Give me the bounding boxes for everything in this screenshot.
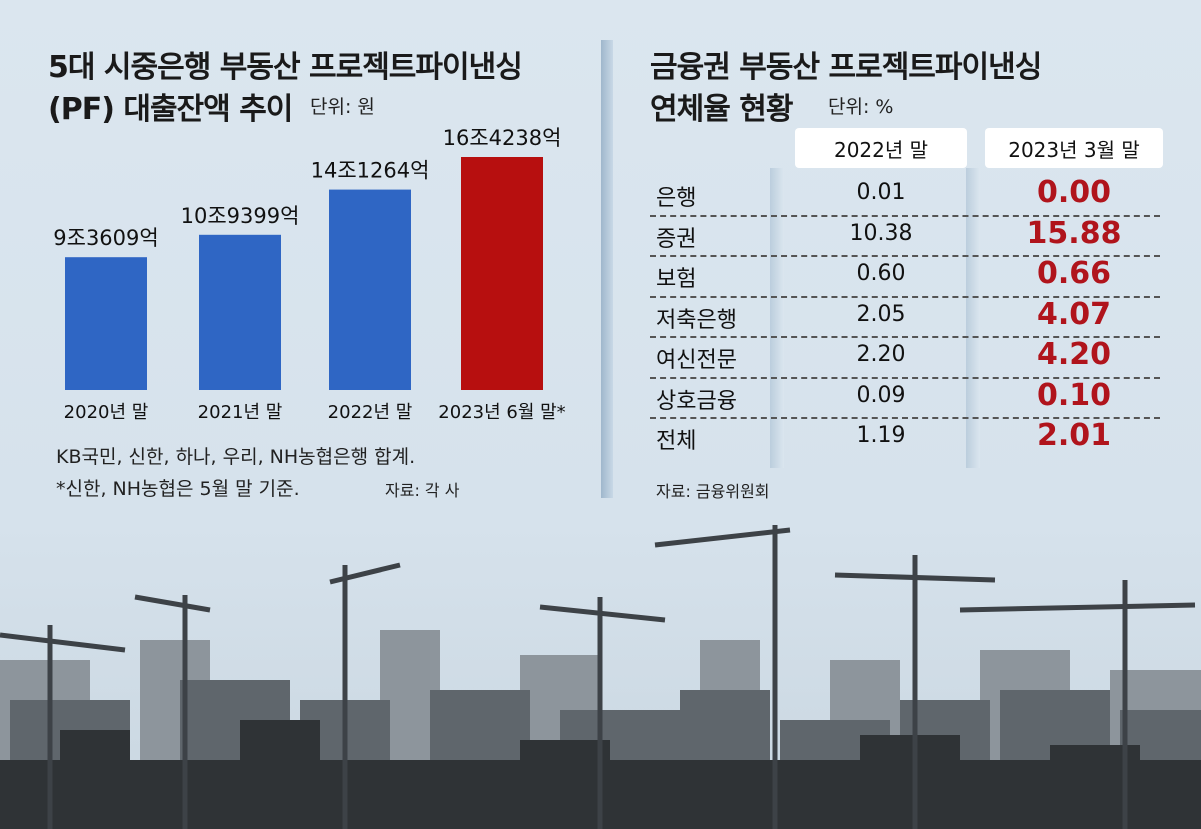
- table-title: 금융권 부동산 프로젝트파이낸싱: [650, 50, 1042, 85]
- row-divider-6: [650, 417, 1160, 419]
- table-title-line2: 연체율 현황: [650, 92, 793, 127]
- category-label-2: 2021년 말: [198, 402, 283, 423]
- category-label-4: 2023년 6월 말*: [438, 402, 565, 423]
- bar-chart-title-line2: (PF) 대출잔액 추이: [48, 92, 293, 127]
- bar-4: [461, 157, 543, 390]
- row-value-2022-2: 10.38: [849, 220, 913, 246]
- row-label-6: 상호금융: [656, 388, 737, 414]
- row-value-2022-1: 0.01: [856, 180, 906, 205]
- bar-3: [329, 189, 411, 390]
- bar-chart-note-2: *신한, NH농협은 5월 말 기준.: [56, 478, 300, 500]
- row-value-2023-4: 4.07: [1036, 296, 1112, 332]
- table-header-2023: 2023년 3월 말: [985, 128, 1163, 168]
- category-label-1: 2020년 말: [64, 402, 149, 423]
- bar-chart-title: 5대 시중은행 부동산 프로젝트파이낸싱: [48, 50, 523, 85]
- row-value-2022-5: 2.20: [856, 342, 906, 367]
- row-value-2022-7: 1.19: [856, 423, 906, 448]
- row-divider-3: [650, 295, 1160, 298]
- bar-value-label-3: 14조1264억: [311, 159, 430, 183]
- row-label-3: 보험: [656, 267, 697, 292]
- row-value-2022-6: 0.09: [856, 382, 906, 408]
- column-shade-1: [770, 168, 784, 468]
- bar-value-label-2: 10조9399억: [181, 204, 300, 228]
- row-label-2: 증권: [656, 226, 697, 252]
- category-label-3: 2022년 말: [328, 402, 413, 423]
- bar-value-label-1: 9조3609억: [53, 226, 158, 250]
- row-divider-2: [650, 255, 1160, 257]
- row-value-2023-3: 0.66: [1036, 256, 1112, 291]
- panel-divider: [601, 40, 613, 498]
- row-divider-1: [650, 214, 1160, 217]
- bar-chart: 9조3609억 2020년 말 10조9399억 2021년 말 14조1264억 202…: [53, 126, 565, 423]
- row-value-2023-6: 0.10: [1036, 377, 1112, 413]
- row-value-2023-5: 4.20: [1036, 337, 1112, 372]
- row-value-2023-2: 15.88: [1026, 215, 1122, 251]
- bar-value-label-4: 16조4238억: [443, 126, 562, 150]
- table-header-2022: 2022년 말: [795, 128, 967, 168]
- row-label-7: 전체: [656, 429, 697, 454]
- table-source: 자료: 금융위원회: [656, 482, 770, 501]
- bar-chart-unit: 단위: 원: [310, 96, 375, 118]
- table-unit: 단위: %: [828, 96, 894, 118]
- row-value-2022-4: 2.05: [856, 301, 906, 327]
- bar-2: [199, 234, 281, 390]
- row-label-4: 저축은행: [656, 307, 737, 333]
- row-divider-4: [650, 336, 1160, 338]
- row-value-2022-3: 0.60: [856, 261, 906, 286]
- bar-1: [65, 257, 147, 390]
- bar-chart-note-1: KB국민, 신한, 하나, 우리, NH농협은행 합계.: [56, 446, 416, 468]
- column-shade-2: [966, 168, 980, 468]
- row-label-1: 은행: [656, 186, 697, 211]
- row-value-2023-1: 0.00: [1036, 175, 1112, 210]
- row-value-2023-7: 2.01: [1036, 418, 1112, 453]
- row-divider-5: [650, 376, 1160, 379]
- row-label-5: 여신전문: [656, 348, 737, 373]
- bar-chart-source: 자료: 각 사: [385, 481, 460, 500]
